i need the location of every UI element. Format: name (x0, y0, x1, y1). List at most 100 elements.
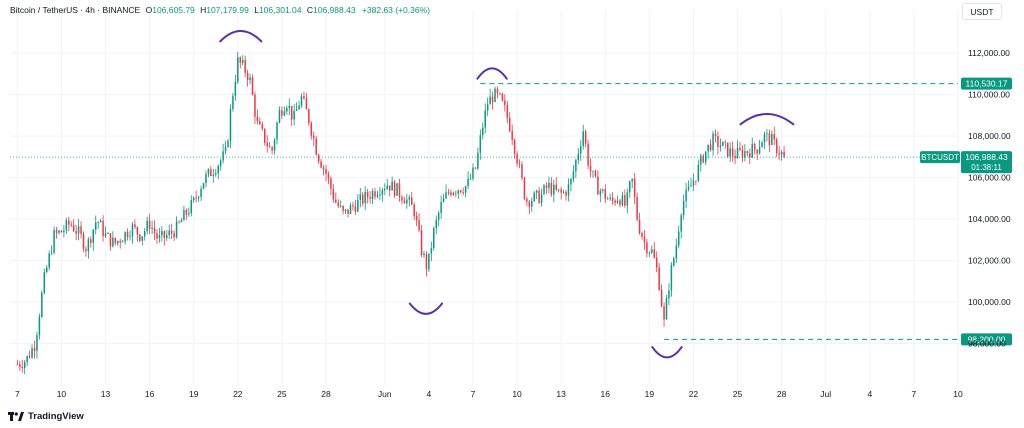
drawn-annotations[interactable] (219, 30, 795, 359)
tradingview-logo[interactable]: TradingView (8, 411, 84, 422)
price-axis[interactable]: 98,000.00 100,000.00 102,000.00 104,000.00 1… (968, 48, 1011, 348)
candle-body (185, 209, 188, 215)
candle-body (153, 227, 156, 234)
candle-body (364, 191, 366, 204)
candle-body (746, 151, 749, 154)
candle-body (391, 181, 393, 191)
y-tick-label: 112,000.00 (968, 48, 1010, 58)
x-tick-label: 25 (277, 389, 287, 399)
x-tick-label: Jun (378, 389, 392, 399)
candle-body (359, 194, 362, 200)
candle-body (241, 59, 244, 63)
candle-body (437, 212, 440, 220)
level-tag (961, 333, 1012, 346)
x-tick-label: 22 (689, 389, 699, 399)
candle-body (528, 201, 531, 207)
candle-body (16, 364, 19, 366)
candle-body (479, 135, 482, 153)
candle-body (312, 135, 315, 139)
candle-body (210, 169, 212, 176)
candle-body (23, 362, 26, 369)
candle-body (447, 192, 450, 194)
close-value: 106,988.43 (313, 5, 356, 15)
candle-body (60, 230, 63, 233)
candle-body (511, 131, 513, 140)
candle-body (533, 192, 535, 201)
candle-body (722, 141, 724, 146)
candle-body (170, 230, 173, 234)
chart-grid (10, 10, 959, 385)
candle-body (758, 147, 761, 154)
open-label: O (145, 5, 153, 15)
candle-body (266, 142, 268, 147)
candle-body (65, 220, 68, 231)
candle-body (41, 292, 43, 317)
candle-body (780, 151, 783, 155)
candle-body (388, 185, 391, 191)
candle-body (609, 197, 611, 199)
candle-body (628, 181, 631, 193)
candle-body (254, 94, 256, 117)
candle-body (53, 230, 55, 253)
candle-body (366, 191, 369, 198)
candle-body (433, 228, 435, 249)
candle-body (452, 192, 455, 195)
x-tick-label: Jul (820, 389, 831, 399)
candle-body (521, 164, 523, 178)
candle-body (50, 252, 53, 254)
close-label: C (306, 5, 314, 15)
x-tick-label: 7 (912, 389, 917, 399)
candle-body (410, 197, 413, 205)
candle-body (268, 146, 271, 148)
candle-body (626, 192, 629, 206)
candle-body (428, 253, 430, 270)
candle-body (724, 141, 727, 143)
candle-body (239, 57, 242, 63)
candle-body (501, 93, 504, 101)
candle-body (295, 109, 298, 111)
candle-body (707, 144, 709, 152)
candle-body (660, 289, 663, 307)
candle-body (545, 185, 548, 188)
candle-body (467, 178, 469, 187)
candle-body (310, 123, 313, 136)
candle-body (163, 231, 166, 238)
time-axis[interactable]: 7 10 13 16 19 22 25 28 Jun 4 7 10 13 16 19 22 25 28 Jul 4 7 1… (15, 389, 963, 399)
candle-body (398, 183, 401, 197)
candle-body (273, 139, 276, 151)
x-tick-label: 13 (101, 389, 111, 399)
top-arc-annotation (476, 67, 508, 80)
candle-body (347, 209, 349, 214)
candle-body (207, 169, 210, 175)
candle-body (403, 200, 406, 204)
candle-body (775, 139, 778, 154)
currency-button[interactable]: USDT (962, 3, 1002, 20)
candle-body (704, 151, 707, 163)
candle-body (430, 248, 433, 254)
candle-body (166, 235, 168, 238)
candle-body (104, 233, 107, 237)
candle-body (415, 216, 418, 221)
candle-body (38, 316, 41, 336)
candle-body (357, 199, 359, 212)
candle-body (435, 219, 437, 229)
candle-body (151, 227, 153, 229)
candle-body (161, 231, 163, 236)
candle-body (21, 366, 24, 369)
candle-body (246, 72, 249, 81)
candle-body (344, 209, 347, 211)
tradingview-logo-icon (8, 412, 24, 421)
candle-body (143, 231, 146, 237)
candle-body (408, 197, 411, 200)
candle-body (685, 189, 687, 202)
x-tick-label: 10 (512, 389, 522, 399)
candle-body (234, 81, 237, 96)
x-tick-label: 7 (15, 389, 20, 399)
candle-body (396, 183, 398, 196)
candle-body (557, 189, 560, 191)
candle-body (317, 154, 320, 162)
candle-body (271, 147, 273, 151)
candle-body (195, 197, 197, 199)
candle-body (692, 180, 695, 186)
